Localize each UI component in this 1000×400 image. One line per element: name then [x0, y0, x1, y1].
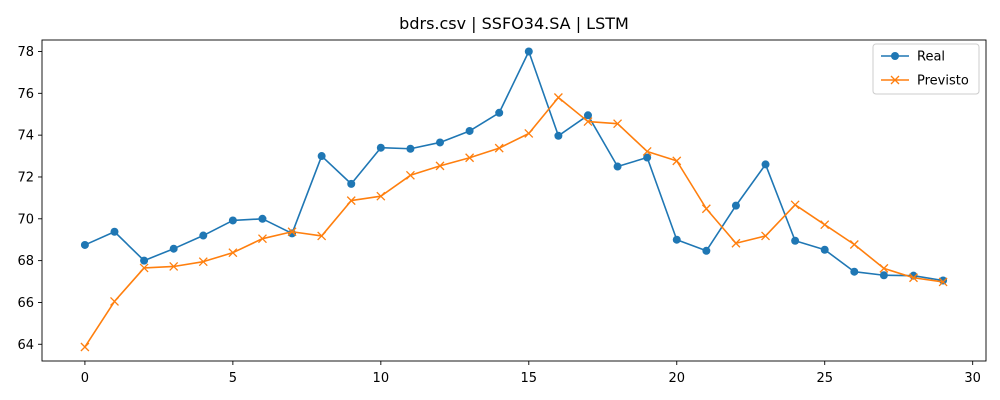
data-point	[139, 263, 149, 273]
data-point	[347, 179, 356, 188]
y-tick-label: 66	[17, 296, 34, 311]
data-point	[761, 231, 770, 241]
data-point	[465, 126, 474, 135]
x-tick-label: 25	[816, 371, 833, 386]
plot-area	[80, 47, 948, 352]
legend-marker	[891, 52, 899, 60]
data-point	[642, 147, 652, 156]
data-point	[169, 262, 179, 271]
data-point	[199, 231, 208, 240]
data-point	[140, 256, 149, 265]
x-tick-label: 15	[521, 371, 538, 386]
data-point	[80, 240, 89, 249]
data-point	[701, 204, 711, 214]
data-point	[791, 236, 800, 245]
data-point	[820, 245, 829, 254]
x-tick-label: 5	[229, 371, 237, 386]
legend-marker	[890, 75, 900, 85]
data-point	[317, 152, 326, 161]
data-point	[731, 201, 740, 210]
data-point	[288, 229, 297, 238]
y-tick-label: 74	[17, 129, 34, 144]
data-point	[909, 273, 918, 283]
data-point	[583, 117, 593, 127]
data-point	[731, 238, 741, 248]
data-point	[228, 216, 237, 225]
data-point	[672, 235, 681, 244]
data-point	[879, 271, 888, 280]
data-point	[376, 143, 385, 152]
data-point	[376, 191, 386, 201]
data-point	[672, 156, 682, 166]
data-point	[761, 160, 770, 169]
data-point	[820, 220, 830, 230]
data-point	[495, 108, 504, 117]
data-point	[405, 170, 415, 180]
y-tick-label: 78	[17, 45, 34, 60]
data-point	[938, 277, 948, 287]
data-point	[346, 196, 356, 206]
series-line-real	[84, 50, 944, 282]
data-point	[169, 244, 178, 253]
data-point	[198, 257, 208, 267]
legend-label-real: Real	[917, 50, 945, 65]
legend-label-previsto: Previsto	[917, 74, 969, 89]
y-tick-label: 70	[17, 212, 34, 227]
data-point	[494, 143, 504, 153]
legend: Real Previsto	[872, 43, 980, 95]
data-point	[583, 111, 592, 120]
data-point	[465, 153, 475, 163]
data-point	[524, 129, 534, 138]
chart-title: bdrs.csv | SSFO34.SA | LSTM	[399, 14, 629, 33]
data-point	[702, 246, 711, 255]
data-point	[849, 240, 859, 249]
data-point	[258, 214, 267, 223]
data-point	[436, 138, 445, 147]
x-tick-label: 0	[81, 371, 89, 386]
data-point	[287, 227, 297, 237]
data-point	[524, 47, 533, 56]
x-tick-label: 10	[373, 371, 390, 386]
x-tick-label: 20	[668, 371, 685, 386]
y-tick-label: 64	[17, 338, 34, 353]
axes: 0 5 10 15 20 25 30 64 66 68 70 72 74 76 78	[17, 39, 987, 386]
data-point	[643, 153, 652, 162]
data-point	[850, 267, 859, 276]
data-point	[258, 234, 267, 244]
data-point	[553, 93, 563, 102]
y-tick-label: 68	[17, 254, 34, 269]
y-tick-label: 76	[17, 87, 34, 102]
data-point	[554, 131, 563, 140]
data-point	[406, 144, 415, 153]
series-line-previsto	[84, 96, 944, 348]
data-point	[435, 161, 445, 171]
data-point	[790, 200, 800, 210]
data-point	[110, 227, 119, 236]
y-tick-label: 72	[17, 170, 34, 185]
axes-frame	[41, 39, 987, 362]
data-point	[879, 263, 889, 273]
data-point	[613, 162, 622, 171]
data-point	[80, 342, 90, 352]
data-point	[939, 276, 948, 285]
data-point	[110, 296, 119, 306]
x-tick-label: 30	[964, 371, 981, 386]
data-point	[228, 248, 238, 258]
data-point	[317, 231, 327, 241]
data-point	[613, 119, 623, 129]
